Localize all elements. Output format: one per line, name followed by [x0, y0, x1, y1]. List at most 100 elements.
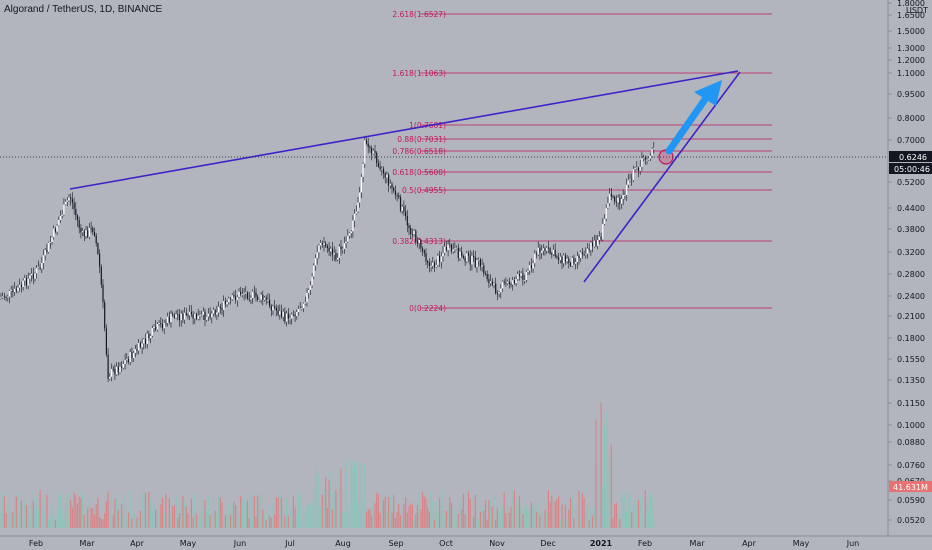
volume-bar	[386, 511, 388, 528]
candle-body	[241, 294, 243, 296]
candle-body	[653, 148, 655, 150]
candle-body	[236, 296, 238, 301]
candle-body	[592, 242, 594, 247]
volume-bar	[328, 479, 330, 528]
chart-title: Algorand / TetherUS, 1D, BINANCE	[4, 4, 163, 15]
candle-body	[637, 167, 640, 171]
candle-body	[270, 305, 272, 311]
price-tick-label: 0.0760	[897, 461, 925, 470]
volume-bar	[301, 519, 303, 528]
volume-bar	[104, 513, 106, 528]
candle-body	[39, 267, 41, 269]
time-axis-ticks: Feb Mar Apr May Jun Jul Aug Sep Oct Nov Dec 2021 Feb…	[29, 539, 859, 548]
candle-body	[413, 230, 415, 235]
candle-body	[320, 242, 322, 246]
candle-body	[379, 166, 381, 170]
volume-bar	[403, 504, 405, 528]
volume-bar	[585, 504, 587, 528]
candle-body	[311, 276, 313, 286]
candle-body	[289, 318, 291, 320]
volume-bar	[525, 504, 527, 528]
volume-bar	[476, 518, 478, 528]
candle-body	[76, 215, 79, 221]
candle-body	[372, 150, 374, 154]
candle-body	[59, 215, 62, 220]
volume-bar	[206, 510, 208, 528]
price-tick-label: 1.6500	[897, 11, 925, 20]
candle-body	[24, 278, 26, 281]
volume-bar	[223, 516, 225, 528]
volume-bar	[394, 517, 396, 528]
volume-bar	[588, 519, 590, 528]
candle-body	[58, 219, 60, 226]
time-tick-label: Apr	[742, 539, 757, 548]
volume-bar	[634, 500, 636, 528]
candle-body	[427, 261, 429, 263]
volume-bar	[530, 502, 532, 528]
candle-body	[396, 194, 398, 196]
candle-body	[418, 239, 420, 244]
candle-body	[578, 256, 580, 259]
candle-body	[14, 288, 16, 293]
candle-body	[233, 295, 235, 297]
candle-body	[445, 246, 447, 251]
volume-bar	[510, 506, 512, 528]
candle-body	[156, 324, 158, 330]
volume-bar	[388, 497, 390, 528]
candle-body	[212, 309, 215, 314]
volume-bar	[495, 519, 497, 528]
candle-body	[459, 251, 461, 259]
volume-bar	[12, 511, 14, 528]
candle-body	[631, 179, 633, 181]
candle-body	[377, 163, 379, 167]
candle-body	[192, 314, 194, 319]
candle-body	[136, 349, 138, 351]
volume-bar	[29, 516, 31, 528]
volume-bar	[201, 505, 203, 528]
candle-body	[48, 242, 50, 252]
volume-bar	[369, 509, 371, 528]
candle-body	[330, 248, 332, 252]
candle-body	[146, 333, 148, 344]
volume-badge	[889, 481, 932, 492]
candle-body	[194, 313, 196, 319]
volume-bar	[473, 516, 475, 528]
fib-level-label: 0(0.2224)	[409, 304, 446, 313]
volume-bar	[326, 508, 328, 528]
candle-body	[299, 308, 301, 310]
volume-bar	[541, 511, 543, 528]
volume-bar	[649, 491, 651, 528]
volume-bar	[229, 514, 232, 528]
volume-bar	[549, 501, 551, 528]
candle-body	[649, 155, 651, 159]
countdown-value: 05:00:46	[894, 165, 930, 174]
volume-bar	[347, 504, 349, 528]
volume-bar	[83, 514, 85, 528]
candle-body	[272, 306, 274, 311]
candle-body	[634, 168, 636, 170]
volume-bar	[59, 492, 62, 528]
candle-body	[279, 311, 281, 315]
candle-body	[173, 315, 175, 318]
volume-bar	[517, 499, 519, 528]
volume-bar	[593, 506, 595, 528]
candle-body	[549, 248, 551, 254]
volume-bar	[338, 467, 340, 528]
candle-body	[296, 311, 298, 317]
candle-body	[275, 308, 277, 311]
volume-bar	[282, 509, 284, 528]
volume-bar	[131, 518, 133, 528]
candle-body	[90, 227, 92, 229]
candle-body	[138, 342, 140, 351]
volume-bar	[603, 427, 606, 528]
volume-bar	[97, 497, 99, 528]
volume-bar	[216, 513, 218, 528]
volume-bar	[22, 517, 24, 528]
volume-bar	[180, 499, 182, 528]
volume-bar	[440, 503, 442, 528]
volume-bar	[408, 505, 410, 528]
candle-body	[580, 252, 582, 259]
volume-bar	[323, 490, 325, 528]
candle-body	[520, 273, 522, 277]
